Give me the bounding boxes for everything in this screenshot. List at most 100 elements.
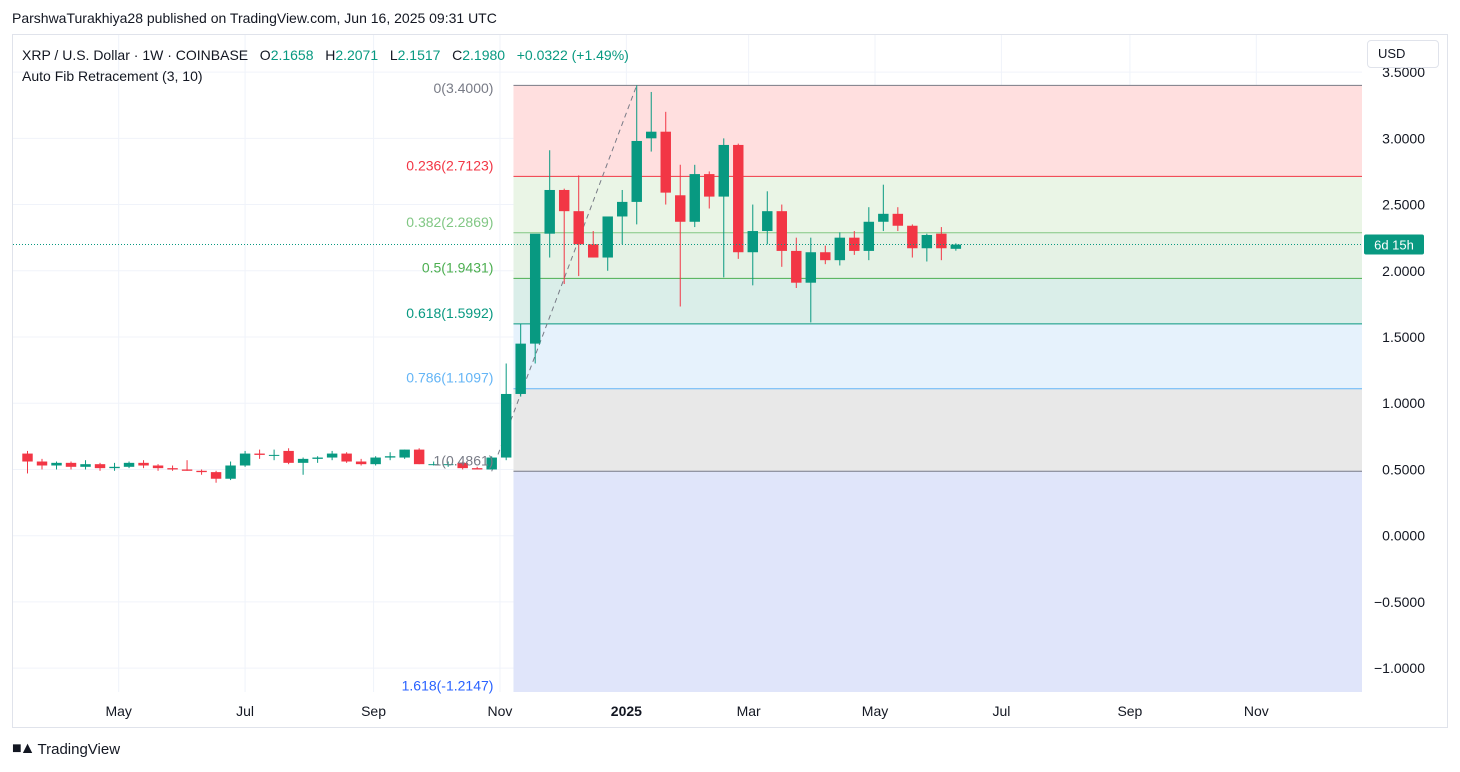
candle-body xyxy=(109,466,120,469)
x-tick-label: Jul xyxy=(236,703,254,719)
y-tick-label: 2.5000 xyxy=(1382,197,1425,213)
tradingview-logo-icon: ■▲ xyxy=(12,740,35,757)
y-tick-label: −0.5000 xyxy=(1374,594,1425,610)
fib-zone xyxy=(513,471,1362,692)
candle-body xyxy=(471,468,483,470)
candle-body xyxy=(210,472,222,479)
candle-body xyxy=(167,468,178,470)
candle-body xyxy=(529,233,541,344)
tradingview-brand-text: TradingView xyxy=(37,740,121,758)
fib-level-label: 0.382(2.2869) xyxy=(406,214,493,230)
candle-body xyxy=(544,189,555,234)
countdown-label: 6d 15h xyxy=(1374,238,1414,253)
tradingview-logo[interactable]: ■▲ TradingView xyxy=(12,740,120,758)
indicator-row[interactable]: Auto Fib Retracement (3, 10) xyxy=(22,66,629,87)
candle-body xyxy=(747,231,758,253)
y-tick-label: 3.5000 xyxy=(1382,64,1425,80)
candle-body xyxy=(936,233,947,249)
change-value: +0.0322 (+1.49%) xyxy=(516,47,629,63)
candle-body xyxy=(646,131,657,139)
y-tick-label: 2.0000 xyxy=(1382,263,1425,279)
candle-body xyxy=(878,213,889,222)
fib-label-layer: 0(3.4000) 0.236(2.7123) 0.382(2.2869) 0.5(1… xyxy=(402,80,494,694)
candle-body xyxy=(849,237,860,251)
candle-body xyxy=(428,464,439,466)
candle-body xyxy=(268,454,280,456)
candle-body xyxy=(921,235,933,249)
fib-level-label: 0(3.4000) xyxy=(434,80,494,96)
fib-level-label: 0.786(1.1097) xyxy=(406,370,493,386)
candle-body xyxy=(138,462,149,466)
low-value: 2.1517 xyxy=(397,47,441,63)
fib-zone xyxy=(513,278,1362,324)
candle-body xyxy=(326,453,338,458)
candle-body xyxy=(834,237,846,261)
candle-body xyxy=(718,144,729,197)
indicator-name[interactable]: Auto Fib Retracement (3, 10) xyxy=(22,68,203,84)
candle-body xyxy=(65,462,77,467)
candle-body xyxy=(152,465,164,469)
y-tick-label: 0.0000 xyxy=(1382,528,1425,544)
candle-body xyxy=(820,252,831,261)
candle-body xyxy=(283,450,294,463)
candle-body xyxy=(558,189,570,212)
fib-zone xyxy=(513,323,1362,389)
candle-body xyxy=(863,221,875,251)
fib-level-label: 0.236(2.7123) xyxy=(406,157,493,173)
chart-frame xyxy=(12,34,1448,728)
candle-body xyxy=(573,211,584,245)
candle-body xyxy=(312,457,323,459)
y-tick-label: 1.0000 xyxy=(1382,395,1425,411)
y-tick-label: −1.0000 xyxy=(1374,660,1425,676)
candle-body xyxy=(384,456,396,458)
candle-body xyxy=(442,464,454,466)
candle-body xyxy=(631,140,642,202)
x-tick-label: Sep xyxy=(1117,703,1142,719)
fib-level-label: 1.618(-1.2147) xyxy=(402,678,494,694)
candle-body xyxy=(22,453,33,462)
candle-body xyxy=(805,252,817,283)
high-value: 2.2071 xyxy=(335,47,379,63)
fib-zone xyxy=(513,85,1362,177)
candle-body xyxy=(733,144,744,253)
candle-body xyxy=(907,225,918,249)
y-axis: 3.5000 3.0000 2.5000 2.0000 1.5000 1.0000 0.50… xyxy=(1374,64,1425,676)
candle-body xyxy=(181,469,193,471)
x-tick-label: Nov xyxy=(1244,703,1269,719)
candle-body xyxy=(457,462,468,469)
fib-level-label: 0.5(1.9431) xyxy=(422,259,494,275)
x-axis: May Jul Sep Nov 2025 Mar May Jul Sep Nov xyxy=(105,703,1268,719)
x-tick-label: Jul xyxy=(992,703,1010,719)
fib-line-layer xyxy=(513,84,1362,472)
candle-body xyxy=(689,174,700,222)
legend-symbol-row: XRP / U.S. Dollar · 1W · COINBASE O2.165… xyxy=(22,45,629,66)
y-tick-label: 1.5000 xyxy=(1382,329,1425,345)
candle-layer xyxy=(22,85,962,483)
currency-button[interactable]: USD xyxy=(1367,40,1439,68)
fib-level-label: 0.618(1.5992) xyxy=(406,305,493,321)
candle-body xyxy=(602,216,613,258)
candle-body xyxy=(413,449,425,465)
candle-body xyxy=(617,201,628,217)
x-tick-label: Nov xyxy=(488,703,513,719)
candle-body xyxy=(660,131,671,193)
candle-body xyxy=(51,462,62,466)
x-tick-label: Mar xyxy=(737,703,761,719)
fib-zone xyxy=(513,388,1362,472)
candle-body xyxy=(239,453,251,466)
candle-body xyxy=(515,343,526,394)
symbol-name[interactable]: XRP / U.S. Dollar · 1W · COINBASE xyxy=(22,47,249,63)
candle-body xyxy=(254,453,265,455)
candle-body xyxy=(587,244,599,258)
candle-body xyxy=(225,465,236,479)
close-value: 2.1980 xyxy=(462,47,506,63)
x-tick-label: May xyxy=(862,703,888,719)
y-tick-label: 0.5000 xyxy=(1382,461,1425,477)
candle-body xyxy=(297,458,309,463)
candle-body xyxy=(399,449,410,458)
candle-body xyxy=(94,464,106,469)
fib-trend-line xyxy=(491,85,638,472)
close-key: C xyxy=(452,47,463,63)
chart-legend: XRP / U.S. Dollar · 1W · COINBASE O2.165… xyxy=(22,45,629,87)
